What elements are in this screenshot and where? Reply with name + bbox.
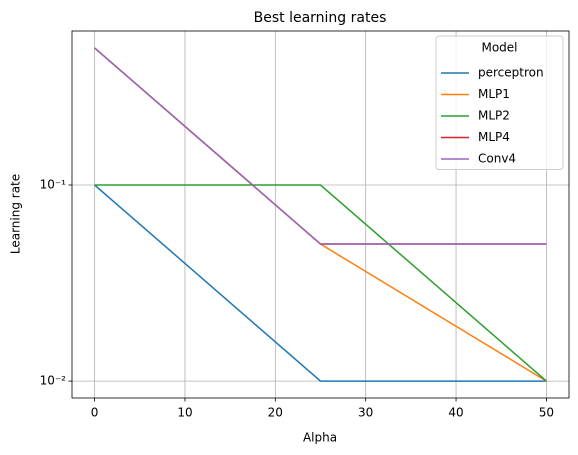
x-axis-label: Alpha — [303, 431, 337, 445]
line-series — [94, 184, 547, 382]
x-tick-label: 10 — [177, 406, 192, 420]
legend-label: MLP2 — [478, 109, 510, 123]
legend-title: Model — [481, 41, 517, 55]
y-axis-label: Learning rate — [9, 174, 23, 254]
legend: Model perceptron MLP1 MLP2 MLP4 Conv4 — [435, 35, 564, 170]
legend-box — [435, 35, 564, 170]
x-tick-label: 20 — [268, 406, 283, 420]
x-tick-label: 40 — [448, 406, 463, 420]
x-tick-label: 30 — [358, 406, 373, 420]
legend-label: Conv4 — [478, 152, 516, 166]
x-tick-label: 50 — [539, 406, 554, 420]
legend-label: perceptron — [478, 66, 544, 80]
legend-label: MLP4 — [478, 130, 510, 144]
y-tick-label: 10⁻² — [40, 374, 67, 388]
y-tick-label: 10⁻¹ — [40, 178, 67, 192]
line-series — [94, 184, 547, 382]
x-tick-label: 0 — [91, 406, 99, 420]
legend-label: MLP1 — [478, 87, 510, 101]
chart-title: Best learning rates — [254, 10, 387, 26]
line-series — [94, 47, 547, 245]
axes-frame — [71, 30, 570, 399]
